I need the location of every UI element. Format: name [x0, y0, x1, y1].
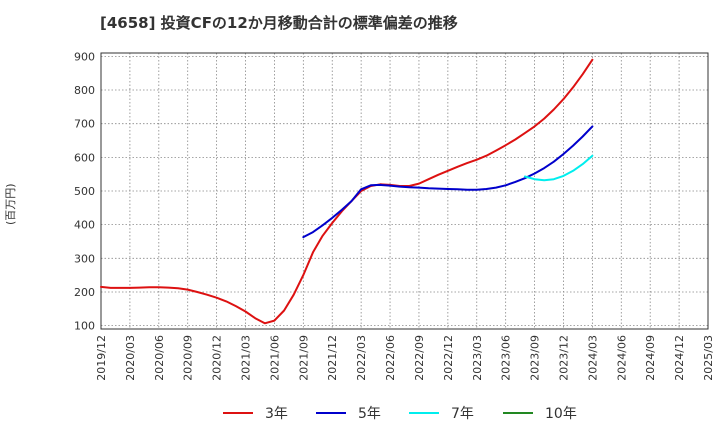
y-tick-label: 200: [74, 286, 95, 299]
x-tick-label: 2022/03: [355, 335, 368, 381]
x-tick-label: 2023/12: [557, 335, 570, 381]
x-tick-label: 2021/12: [326, 335, 339, 381]
y-tick-label: 400: [74, 219, 95, 232]
x-tick-label: 2020/03: [124, 335, 137, 381]
legend-label-5年: 5年: [358, 406, 381, 422]
x-tick-label: 2022/09: [413, 335, 426, 381]
legend: 3年 5年 7年 10年: [223, 406, 577, 422]
series-line-7年: [523, 154, 594, 182]
x-tick-label: 2020/12: [211, 335, 224, 381]
x-tick-label: 2023/06: [500, 335, 513, 381]
x-tick-label: 2022/06: [384, 335, 397, 381]
x-tick-label: 2024/09: [644, 335, 657, 381]
legend-label-10年: 10年: [545, 406, 577, 422]
x-tick-label: 2021/03: [240, 335, 253, 381]
x-tick-label: 2023/09: [529, 335, 542, 381]
y-tick-label: 700: [74, 118, 95, 131]
x-tick-label: 2023/03: [471, 335, 484, 381]
x-tick-label: 2025/03: [702, 335, 715, 381]
x-tick-label: 2022/12: [442, 335, 455, 381]
plot-frame: [100, 52, 709, 330]
series-line-3年: [100, 58, 594, 325]
x-tick-label: 2020/09: [182, 335, 195, 381]
y-tick-label: 900: [74, 50, 95, 63]
y-tick-labels: 100 200 300 400 500 600 700 800 900: [74, 50, 95, 332]
grid-lines: [100, 53, 709, 329]
x-tick-label: 2019/12: [95, 335, 108, 381]
legend-label-7年: 7年: [451, 406, 474, 422]
y-tick-label: 600: [74, 151, 95, 164]
series-line-5年: [302, 125, 594, 239]
x-tick-label: 2024/06: [615, 335, 628, 381]
legend-label-3年: 3年: [265, 406, 288, 422]
chart-title: [4658] 投資CFの12か月移動合計の標準偏差の推移: [100, 14, 458, 32]
y-tick-label: 500: [74, 185, 95, 198]
x-tick-labels: 2019/12 2020/03 2020/06 2020/09 2020/12 2021/…: [95, 335, 715, 381]
series-lines: [100, 58, 594, 325]
y-tick-label: 800: [74, 84, 95, 97]
x-tick-label: 2024/03: [586, 335, 599, 381]
y-tick-label: 100: [74, 320, 95, 333]
x-tick-label: 2024/12: [673, 335, 686, 381]
y-tick-label: 300: [74, 252, 95, 265]
x-tick-label: 2021/09: [297, 335, 310, 381]
x-tick-label: 2020/06: [153, 335, 166, 381]
x-tick-label: 2021/06: [268, 335, 281, 381]
